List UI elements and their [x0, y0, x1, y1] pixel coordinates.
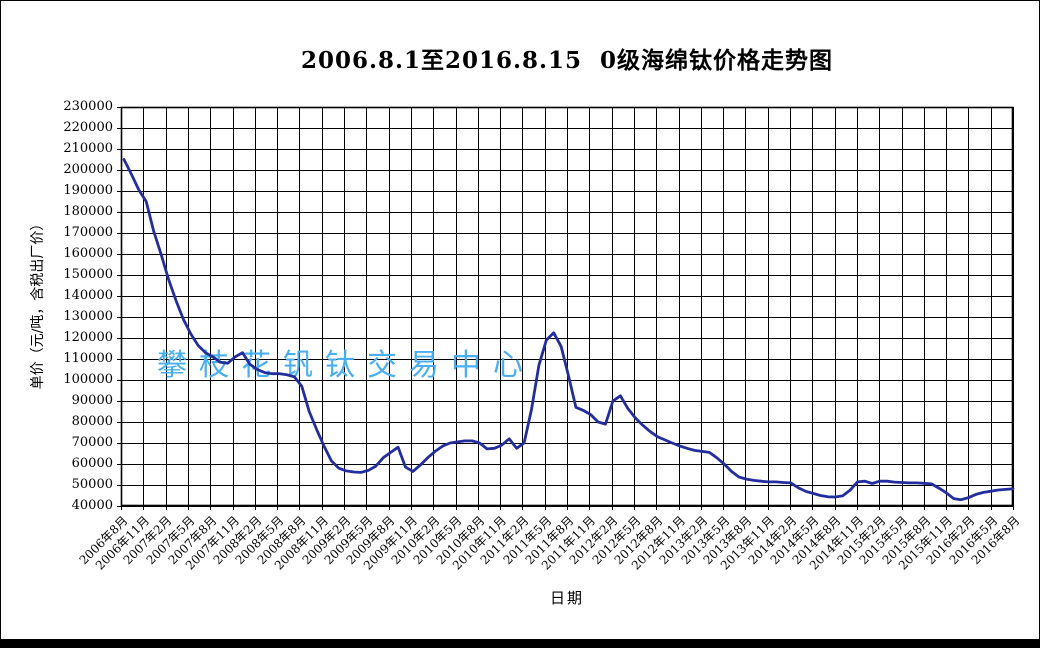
y-tick-label: 40000	[71, 498, 113, 513]
y-tick-label: 90000	[71, 393, 113, 408]
x-axis-title: 日期	[549, 589, 584, 607]
y-tick-label: 170000	[63, 225, 113, 240]
y-tick-label: 200000	[63, 162, 113, 177]
y-tick-label: 150000	[63, 267, 113, 282]
y-tick-label: 100000	[63, 372, 113, 387]
y-tick-label: 80000	[71, 414, 113, 429]
y-tick-label: 160000	[63, 246, 113, 261]
plot-area: 攀枝花钒钛交易中心	[117, 106, 1015, 510]
y-tick-label: 210000	[63, 141, 113, 156]
y-tick-label: 120000	[63, 330, 113, 345]
y-tick-label: 60000	[71, 456, 113, 471]
y-tick-label: 220000	[63, 120, 113, 135]
y-tick-label: 180000	[63, 204, 113, 219]
y-tick-label: 70000	[71, 435, 113, 450]
y-tick-label: 50000	[71, 477, 113, 492]
bottom-bar	[1, 639, 1039, 647]
y-tick-label: 130000	[63, 309, 113, 324]
y-tick-label: 230000	[63, 99, 113, 114]
y-tick-label: 190000	[63, 183, 113, 198]
y-tick-label: 110000	[63, 351, 113, 366]
chart-title: 2006.8.1至2016.8.15 0级海绵钛价格走势图	[300, 47, 834, 74]
y-tick-label: 140000	[63, 288, 113, 303]
watermark: 攀枝花钒钛交易中心	[157, 348, 535, 383]
grid	[117, 106, 1014, 510]
